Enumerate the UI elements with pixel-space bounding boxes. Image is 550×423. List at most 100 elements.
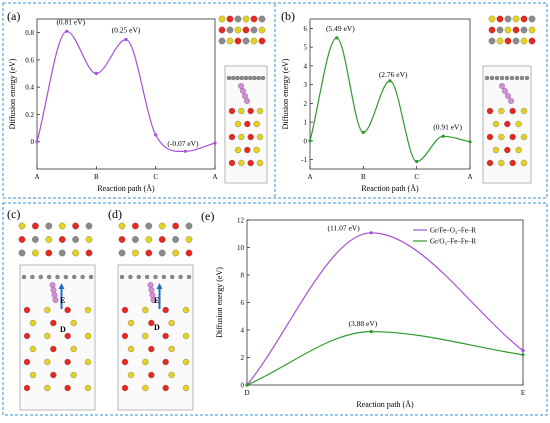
- y-tick-label: 2: [304, 100, 308, 108]
- o-atom: [162, 358, 169, 366]
- data-point: [521, 349, 525, 353]
- carbon-atom: [178, 274, 183, 280]
- fe-atom: [182, 332, 190, 340]
- top-view-atom: [185, 222, 193, 230]
- y-axis-label: Diffusion energy (eV): [281, 58, 290, 129]
- fe-atom: [234, 146, 242, 154]
- o-atom: [509, 107, 516, 115]
- o-atom: [509, 159, 516, 167]
- o-atom: [162, 384, 169, 392]
- o-atom: [162, 306, 169, 314]
- peak-label: (2.76 eV): [379, 70, 408, 79]
- panel-tag-c: (c): [7, 207, 20, 221]
- structure-d-start-label: D: [154, 323, 160, 332]
- li-atom: [49, 282, 56, 288]
- top-view-atom: [185, 236, 193, 243]
- fe-atom: [29, 371, 37, 379]
- fe-atom: [498, 107, 505, 115]
- carbon-atom: [21, 274, 27, 280]
- fe-atom: [142, 384, 149, 392]
- top-view-atom: [488, 15, 496, 23]
- top-view-atom: [496, 37, 504, 45]
- chart-e: 0 2 4 6 8 10 12 D E Reaction path (Å) Diffusion en…: [215, 217, 525, 410]
- carbon-atom: [524, 75, 530, 81]
- top-view-atom: [32, 249, 39, 257]
- fe-atom: [84, 306, 92, 314]
- top-view-atom: [226, 26, 234, 34]
- carbon-atom: [499, 75, 505, 81]
- y-tick-label: 0.4: [25, 84, 34, 92]
- carbon-atom: [514, 75, 520, 81]
- top-view-atom: [528, 37, 536, 45]
- legend-label: Gr/O₃–Fe–Fe–R: [430, 238, 476, 246]
- top-view-atom: [185, 249, 193, 257]
- o-atom: [121, 332, 129, 340]
- top-view-atom: [250, 26, 258, 34]
- top-view-atom: [85, 222, 93, 230]
- fe-atom: [127, 345, 135, 353]
- o-atom: [504, 146, 511, 154]
- structure-inset-b: [482, 15, 536, 184]
- top-view-atom: [72, 236, 79, 243]
- peak-label: (5.49 eV): [326, 24, 355, 33]
- carbon-atom: [243, 75, 249, 81]
- fe-atom: [29, 345, 37, 353]
- top-view-atom: [118, 236, 126, 243]
- top-view-atom: [58, 236, 66, 243]
- carbon-atom: [504, 75, 510, 81]
- carbon-atom: [144, 274, 150, 280]
- top-view-atom: [496, 15, 504, 23]
- fe-atom: [520, 133, 528, 141]
- top-view-atom: [218, 15, 226, 23]
- fe-atom: [44, 306, 51, 314]
- data-point: [245, 383, 249, 387]
- li-atom: [52, 297, 59, 303]
- fe-atom: [256, 107, 264, 115]
- peak-label: (0.25 eV): [112, 26, 141, 35]
- peak-label: (11.07 eV): [327, 223, 360, 232]
- top-view-atom: [172, 222, 179, 230]
- top-view-atom: [72, 222, 79, 230]
- fe-atom: [142, 358, 149, 366]
- o-atom: [23, 358, 31, 366]
- carbon-atom: [519, 75, 525, 81]
- top-frame: [2, 2, 548, 199]
- o-atom: [228, 133, 236, 141]
- panel-tag-a: (a): [7, 9, 20, 23]
- y-tick-label: 0: [304, 137, 308, 145]
- x-tick-label: E: [521, 389, 525, 397]
- top-view-atom: [520, 15, 528, 23]
- fe-atom: [142, 306, 149, 314]
- o-atom: [23, 332, 31, 340]
- fe-atom: [44, 358, 51, 366]
- o-atom: [121, 306, 129, 314]
- x-tick-label: B: [361, 173, 366, 181]
- cell-box: [117, 264, 194, 411]
- fe-atom: [84, 358, 92, 366]
- y-tick-label: 3: [304, 81, 308, 89]
- top-view-atom: [145, 236, 153, 243]
- o-atom: [64, 306, 71, 314]
- fe-atom: [70, 371, 77, 379]
- chart-b: -1 0 1 2 3 4 5 6 A B C A Reaction path (Å) Diffusion …: [281, 18, 473, 193]
- top-view-atom: [85, 249, 93, 257]
- fe-atom: [182, 306, 190, 314]
- structure-c-end-label: E: [60, 296, 65, 305]
- y-tick-label: 0.6: [25, 56, 34, 64]
- carbon-atom: [46, 274, 52, 280]
- top-view-atom: [250, 15, 258, 23]
- top-view-atom: [172, 236, 179, 243]
- data-point: [65, 29, 69, 33]
- series-line-1: [246, 232, 524, 386]
- top-view-atom: [528, 15, 536, 23]
- data-point: [441, 134, 445, 138]
- top-view-atom: [218, 37, 226, 45]
- fe-atom: [492, 146, 500, 154]
- top-view-atom: [258, 37, 266, 45]
- fe-atom: [29, 319, 37, 327]
- x-tick-label: D: [244, 389, 249, 397]
- data-point: [369, 330, 373, 334]
- o-atom: [504, 120, 511, 128]
- data-point: [335, 36, 339, 40]
